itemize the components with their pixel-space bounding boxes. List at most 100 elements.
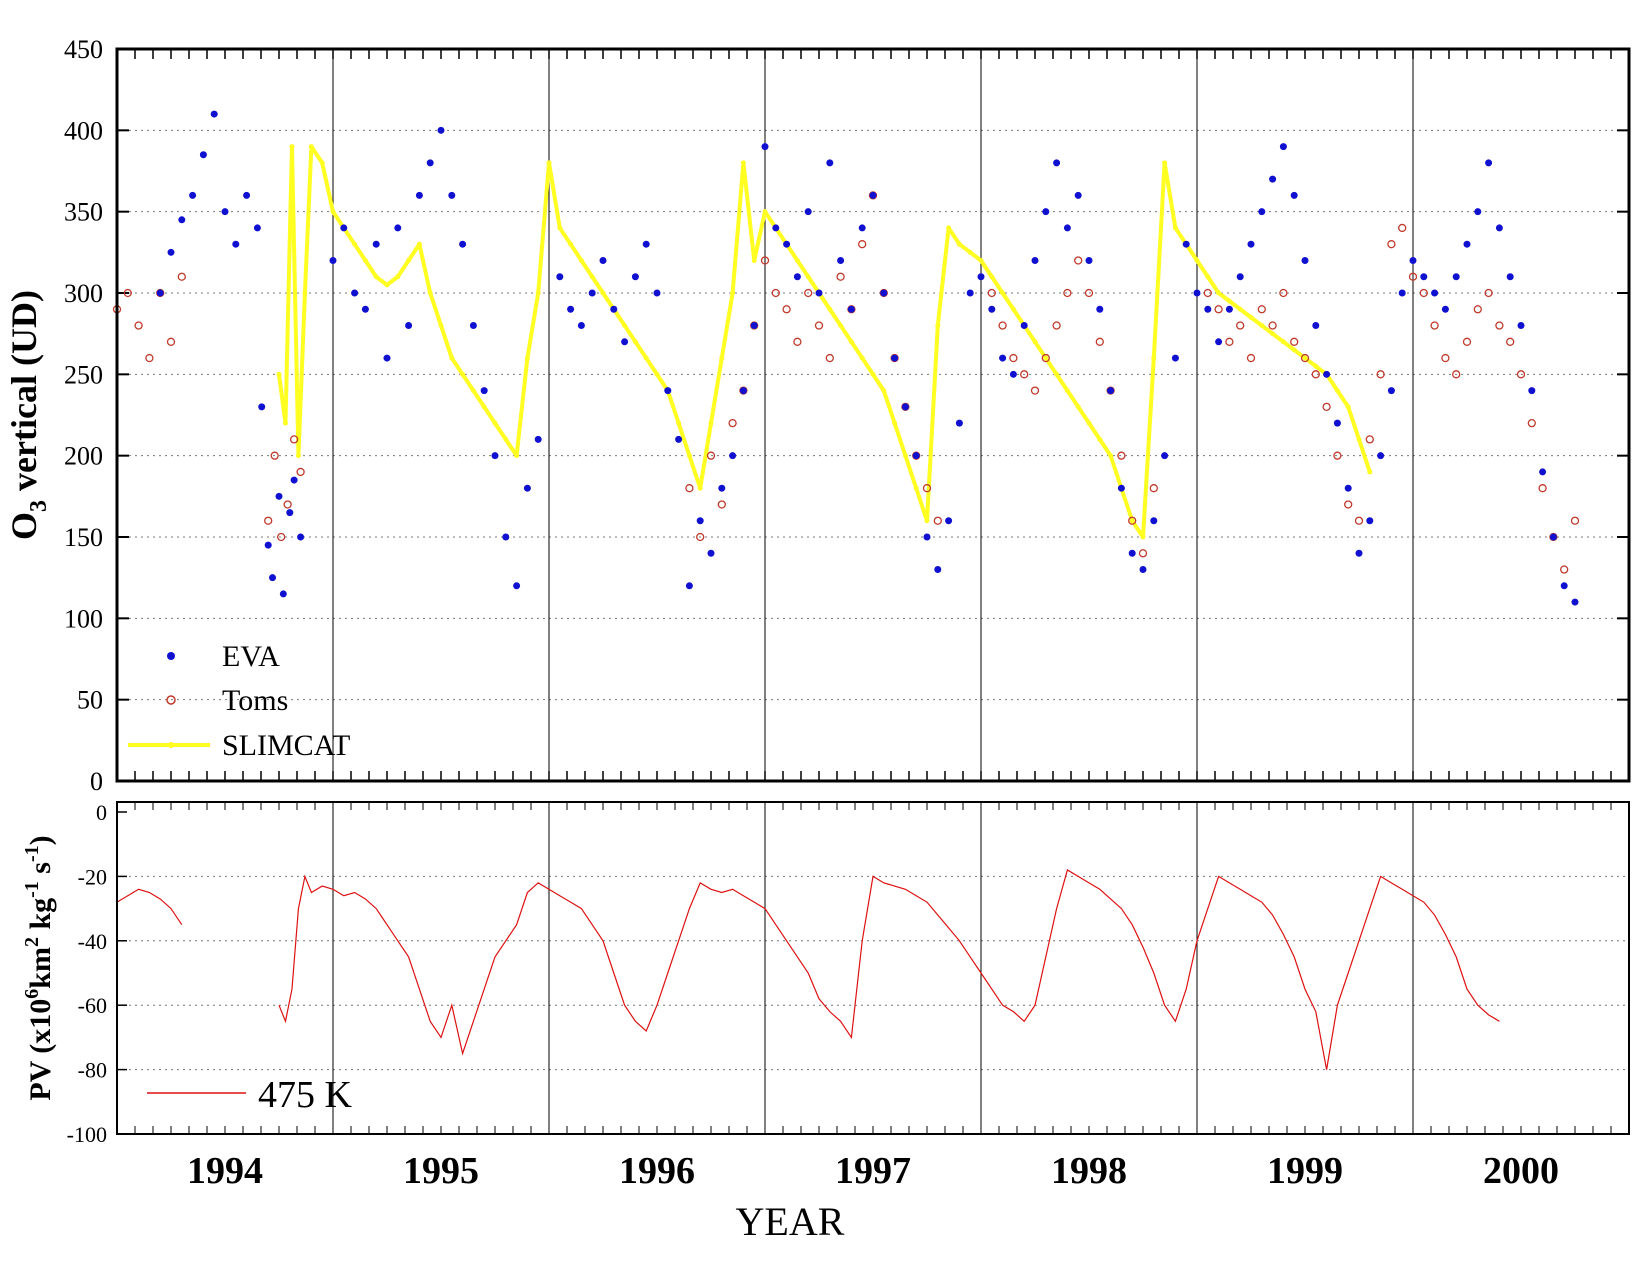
- toms-point: [1387, 240, 1396, 249]
- eva-point: [189, 191, 197, 199]
- pv-y-axis-label-start: PV (x10: [24, 999, 57, 1101]
- toms-point: [166, 337, 176, 346]
- toms-point: [685, 484, 694, 493]
- eva-point: [783, 240, 791, 248]
- eva-point: [232, 240, 240, 248]
- ozone-y-axis-label-sub: 3: [26, 500, 52, 512]
- toms-point: [177, 272, 186, 281]
- toms-point: [782, 305, 791, 314]
- slimcat-point: [1097, 436, 1103, 442]
- eva-point: [642, 240, 650, 248]
- toms-point: [123, 288, 132, 298]
- pv-x-tick-label: 1996: [619, 1150, 695, 1192]
- slimcat-point: [362, 257, 368, 263]
- eva-point: [480, 387, 488, 395]
- eva-point: [1409, 256, 1417, 264]
- pv-x-minor-ticks: [116, 802, 1630, 1134]
- pv-x-tick-label: 1994: [187, 1150, 263, 1192]
- eva-point: [718, 484, 726, 492]
- toms-point: [264, 516, 273, 525]
- slimcat-point: [449, 355, 455, 361]
- eva-point: [437, 126, 445, 134]
- slimcat-point: [568, 241, 574, 247]
- eva-point: [837, 256, 845, 264]
- slimcat-point: [924, 518, 930, 524]
- slimcat-point: [384, 282, 390, 288]
- legend-marker-slimcat: [168, 742, 174, 748]
- slimcat-point: [827, 306, 833, 312]
- toms-point: [1063, 288, 1072, 298]
- eva-point: [729, 452, 737, 460]
- eva-point: [1117, 484, 1125, 492]
- eva-point: [383, 354, 391, 362]
- ozone-y-tick-label: 400: [64, 116, 103, 145]
- eva-point: [934, 566, 942, 574]
- pv-y-tick-label: -100: [67, 1122, 107, 1147]
- eva-point: [1312, 322, 1320, 330]
- pv-y-tick-label: -20: [78, 864, 107, 889]
- toms-point: [1128, 516, 1137, 525]
- slimcat-point: [1010, 306, 1016, 312]
- toms-point: [1311, 370, 1320, 379]
- eva-point: [912, 452, 920, 460]
- toms-point: [1495, 321, 1504, 330]
- slimcat-point: [352, 241, 358, 247]
- eva-point: [1539, 468, 1547, 476]
- toms-point: [1376, 370, 1385, 379]
- slimcat-point: [1345, 404, 1351, 410]
- slimcat-point: [1205, 274, 1211, 280]
- eva-point: [502, 533, 510, 541]
- ozone-gridlines: [117, 48, 1629, 782]
- pv-x-tick-label: 1995: [403, 1150, 479, 1192]
- eva-point: [1236, 273, 1244, 281]
- x-axis-label: YEAR: [736, 1199, 845, 1244]
- toms-point: [283, 500, 292, 509]
- slimcat-point: [1259, 323, 1265, 329]
- slimcat-line: [277, 144, 1372, 539]
- pv-y-axis-label-mid2: kg: [24, 898, 57, 937]
- toms-point: [1225, 337, 1234, 346]
- slimcat-point: [946, 225, 952, 231]
- toms-point: [1506, 337, 1515, 346]
- toms-point: [1246, 353, 1256, 363]
- eva-point: [329, 256, 337, 264]
- toms-point: [1344, 500, 1353, 509]
- eva-point: [1279, 143, 1287, 151]
- toms-point: [1041, 353, 1050, 363]
- toms-point: [1322, 402, 1331, 412]
- eva-point: [1139, 566, 1147, 574]
- eva-point: [340, 224, 348, 232]
- toms-point: [1570, 516, 1580, 525]
- slimcat-point: [1086, 420, 1092, 426]
- eva-point: [269, 574, 277, 582]
- slimcat-point: [1270, 331, 1276, 337]
- eva-point: [1377, 452, 1385, 460]
- slimcat-point: [740, 160, 746, 166]
- slimcat-point: [282, 420, 288, 426]
- eva-point: [1107, 387, 1115, 395]
- slimcat-point: [1334, 388, 1340, 394]
- pv-y-axis-label-mid1: km: [24, 947, 57, 989]
- slimcat-point: [902, 453, 908, 459]
- slimcat-point: [503, 436, 509, 442]
- eva-point: [264, 541, 272, 549]
- eva-point: [1215, 338, 1223, 346]
- ozone-y-tick-label: 350: [64, 198, 103, 227]
- toms-point: [825, 353, 834, 363]
- eva-point: [685, 582, 693, 590]
- eva-point: [426, 159, 434, 167]
- eva-point: [696, 517, 704, 525]
- eva-point: [1150, 517, 1158, 525]
- pv-legend: 475 K: [147, 1074, 353, 1116]
- slimcat-point: [1108, 453, 1114, 459]
- slimcat-point: [1356, 436, 1362, 442]
- eva-point: [167, 248, 175, 256]
- toms-point: [1527, 418, 1536, 428]
- slimcat-point: [1162, 160, 1168, 166]
- toms-point: [717, 500, 726, 509]
- eva-point: [1398, 289, 1406, 297]
- eva-point: [1495, 224, 1503, 232]
- slimcat-point: [1216, 290, 1222, 296]
- slimcat-point: [1032, 339, 1038, 345]
